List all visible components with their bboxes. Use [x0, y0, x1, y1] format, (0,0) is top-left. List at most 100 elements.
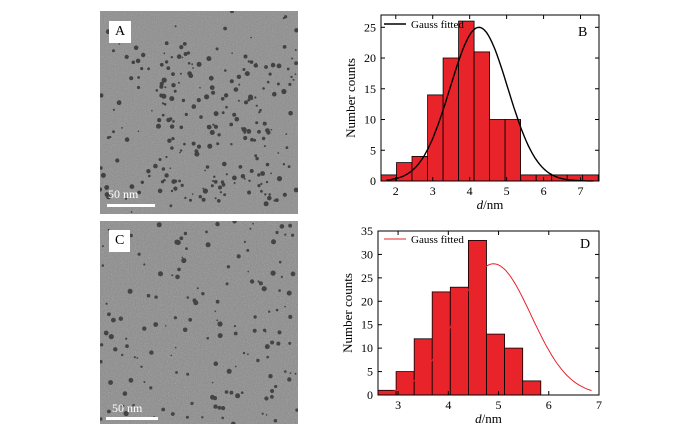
particle: [282, 163, 286, 166]
particle: [191, 63, 194, 66]
particle: [100, 93, 104, 98]
particle: [257, 280, 260, 283]
particle: [100, 172, 106, 178]
particle: [186, 296, 190, 299]
particle: [161, 77, 167, 83]
particle: [186, 372, 190, 376]
particle: [229, 122, 234, 127]
particle: [154, 295, 158, 299]
particle: [104, 185, 110, 190]
particle: [143, 263, 146, 266]
particle: [170, 412, 175, 416]
particle: [255, 156, 259, 161]
particle: [284, 193, 287, 196]
particle: [175, 274, 180, 280]
panel-label-c: C: [109, 230, 131, 252]
particle: [233, 87, 239, 92]
micrograph-a: A 50 nm: [100, 11, 298, 214]
particle: [275, 230, 279, 235]
particle: [288, 314, 293, 319]
particle: [217, 405, 222, 410]
particle: [201, 197, 206, 202]
particle: [289, 372, 292, 374]
scale-bar-label-a: 50 nm: [108, 187, 139, 201]
particle: [243, 135, 248, 141]
y-tick-label: 20: [361, 294, 373, 308]
particle: [264, 331, 267, 333]
particle: [276, 341, 281, 346]
particle: [201, 292, 205, 296]
particle: [188, 317, 193, 322]
particle: [257, 129, 261, 134]
particle: [164, 60, 169, 64]
particle: [173, 316, 177, 320]
particle: [199, 115, 203, 119]
particle: [224, 390, 229, 394]
y-tick-label: 30: [361, 247, 373, 261]
y-tick-label: 25: [361, 271, 373, 285]
particle: [188, 73, 194, 79]
particle: [253, 138, 257, 142]
particle: [148, 174, 151, 178]
panel-label: D: [580, 237, 590, 252]
histogram-bar: [431, 291, 451, 396]
scale-bar-c: [106, 417, 158, 420]
particle: [268, 374, 273, 379]
particle: [264, 344, 270, 350]
legend-label: Gauss fitted: [411, 234, 464, 246]
particle: [163, 52, 166, 55]
particle: [286, 67, 290, 71]
y-tick-label: 5: [370, 143, 376, 157]
particle: [146, 169, 151, 174]
x-axis-label: d/nm: [477, 197, 504, 212]
particle: [129, 184, 135, 190]
particle: [156, 123, 161, 129]
particle: [261, 286, 267, 292]
particle: [140, 67, 144, 71]
particle: [231, 421, 236, 424]
particle: [214, 197, 217, 200]
gauss-fit-curve: [385, 263, 592, 394]
particle: [257, 173, 261, 177]
particle: [208, 144, 211, 147]
particle: [101, 264, 105, 267]
particle: [105, 302, 108, 305]
particle: [179, 149, 183, 152]
particle: [215, 299, 220, 304]
particle: [169, 204, 173, 208]
particle: [291, 57, 294, 60]
particle: [234, 116, 240, 122]
particle: [172, 120, 175, 123]
particle: [260, 182, 263, 185]
particle: [261, 136, 266, 141]
particle: [284, 305, 286, 308]
particle: [149, 386, 153, 390]
particle: [147, 67, 150, 71]
particle: [236, 254, 241, 259]
particle: [171, 137, 175, 141]
chart-b: 2 3 4 5 6 7 0 5 10 15 20 25 d/nm Number counts B Gauss …: [343, 14, 600, 212]
particle: [107, 409, 111, 414]
particle: [266, 355, 269, 359]
particle: [192, 67, 194, 69]
particle: [100, 359, 103, 364]
particle: [294, 61, 298, 66]
particle: [221, 416, 224, 420]
particle: [252, 328, 257, 333]
histogram-bar: [458, 20, 475, 182]
particle: [207, 125, 209, 127]
particle: [136, 357, 139, 359]
particle: [167, 138, 172, 143]
micrograph-c: C 50 nm: [100, 221, 298, 424]
particle: [270, 129, 273, 131]
particle: [183, 52, 188, 56]
particle: [101, 245, 104, 248]
y-tick-label: 20: [364, 51, 376, 65]
particle: [281, 88, 287, 95]
particle: [141, 52, 146, 58]
histogram-bar: [504, 347, 524, 396]
particle: [274, 198, 279, 203]
particle: [170, 56, 173, 59]
particle: [164, 325, 167, 327]
particle: [140, 180, 144, 184]
